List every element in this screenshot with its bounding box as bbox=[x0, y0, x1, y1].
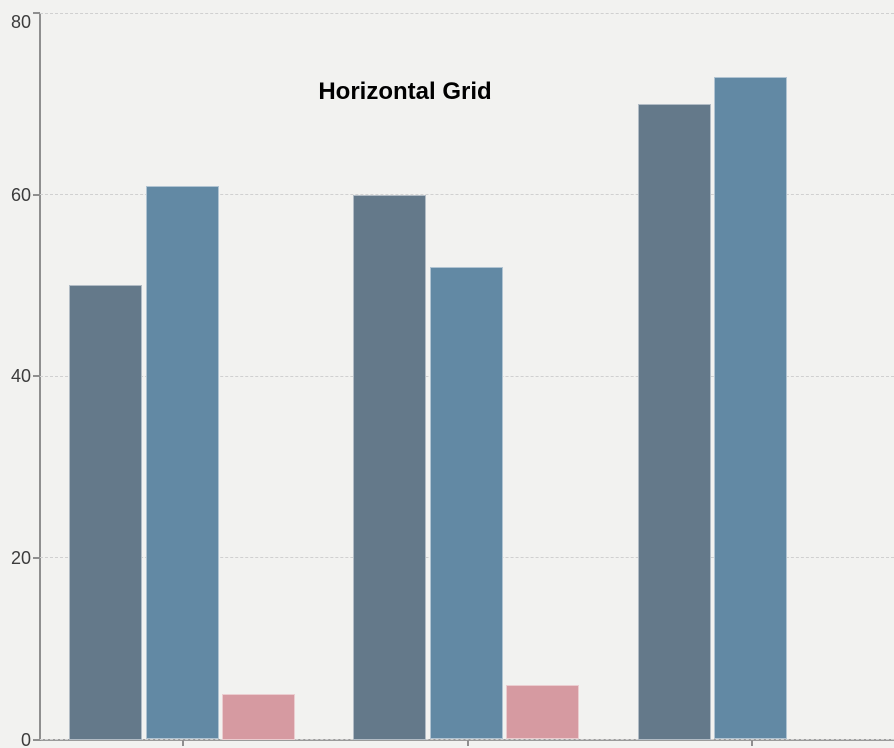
x-axis-tick bbox=[182, 740, 185, 746]
y-axis-tick-label: 20 bbox=[10, 547, 31, 568]
y-axis-tick-label: 40 bbox=[10, 366, 31, 387]
x-axis-tick bbox=[466, 740, 469, 746]
bar-slate-group-2[interactable] bbox=[353, 194, 427, 740]
y-axis-tick bbox=[33, 375, 40, 378]
gridline bbox=[40, 12, 894, 14]
bar-blue-group-2[interactable] bbox=[429, 267, 503, 740]
y-axis-tick bbox=[33, 12, 40, 14]
y-axis-tick-label: 60 bbox=[10, 184, 31, 205]
bar-blue-group-3[interactable] bbox=[714, 76, 788, 740]
bar-slate-group-1[interactable] bbox=[69, 285, 142, 740]
bar-pink-group-1[interactable] bbox=[222, 694, 295, 740]
gridline bbox=[40, 194, 894, 196]
y-axis-tick bbox=[33, 556, 40, 559]
x-axis-tick bbox=[750, 740, 753, 746]
y-axis-tick bbox=[33, 738, 40, 741]
bar-slate-group-3[interactable] bbox=[637, 103, 711, 740]
y-axis-tick-label: 0 bbox=[20, 729, 31, 748]
y-axis-line bbox=[39, 13, 41, 741]
y-axis-tick bbox=[33, 193, 40, 196]
bar-pink-group-2[interactable] bbox=[506, 685, 580, 740]
bar-blue-group-1[interactable] bbox=[145, 185, 219, 740]
gridline bbox=[40, 739, 894, 740]
y-axis-tick-label: 80 bbox=[10, 12, 31, 32]
chart-title: Horizontal Grid bbox=[318, 78, 492, 105]
